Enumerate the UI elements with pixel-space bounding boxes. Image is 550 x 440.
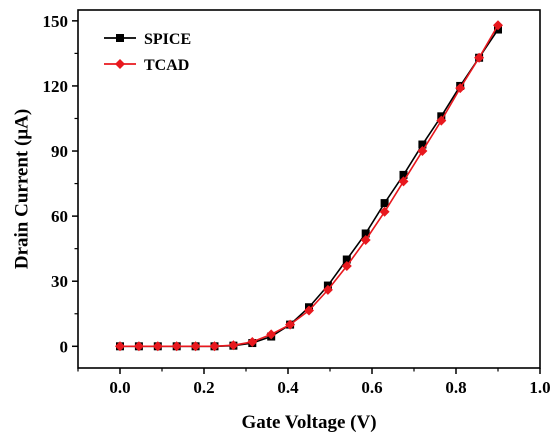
x-tick-label: 0.4 [277,378,299,397]
y-tick-label: 30 [51,272,68,291]
tcad-point [304,305,314,316]
tcad-point [152,341,163,352]
tcad-point [436,115,447,126]
y-axis-title: Drain Current (μA) [12,109,33,269]
plot-area [115,20,503,352]
x-tick-label: 0.2 [193,378,214,397]
tcad-point [285,319,296,330]
x-tick-label: 0.0 [109,378,130,397]
y-tick-label: 0 [60,337,69,356]
legend-marker-tcad [115,59,125,69]
x-axis-title: Gate Voltage (V) [241,412,376,433]
spice-point [418,140,427,149]
tcad-point [398,176,409,187]
y-tick-label: 90 [51,142,68,161]
spice-point [399,170,408,179]
spice-line [120,29,499,348]
tcad-point [115,341,125,352]
y-tick-label: 60 [51,207,68,226]
spice-point [361,229,370,238]
tcad-point [209,341,220,352]
tcad-point [417,146,428,157]
legend-entry-tcad: TCAD [104,57,189,74]
tcad-point [493,20,503,31]
x-tick-label: 1.0 [529,378,550,397]
legend-label-tcad: TCAD [144,57,189,74]
legend: SPICE TCAD [104,31,191,74]
y-tick-label: 120 [43,77,69,96]
legend-label-spice: SPICE [144,31,191,48]
tcad-point [171,341,182,352]
plot-frame [77,9,541,369]
tcad-point [341,261,352,272]
x-tick-label: 0.6 [361,378,382,397]
tcad-point [133,341,144,352]
legend-marker-spice [116,34,124,42]
y-tick-label: 150 [43,12,69,31]
tcad-point [455,83,466,94]
tcad-point [474,52,485,63]
spice-point [342,255,351,264]
tcad-point [190,341,201,352]
spice-point [380,199,389,208]
tcad-point [266,329,277,340]
legend-entry-spice: SPICE [104,31,191,48]
tcad-point [322,284,333,295]
x-tick-label: 0.8 [445,378,466,397]
tcad-point [228,340,239,351]
tcad-point [247,336,258,347]
tcad-point [360,234,371,245]
tcad-point [379,206,390,217]
axes: 0.0 0.2 0.4 0.6 0.8 1.0 0 30 60 90 120 150 [43,9,550,397]
